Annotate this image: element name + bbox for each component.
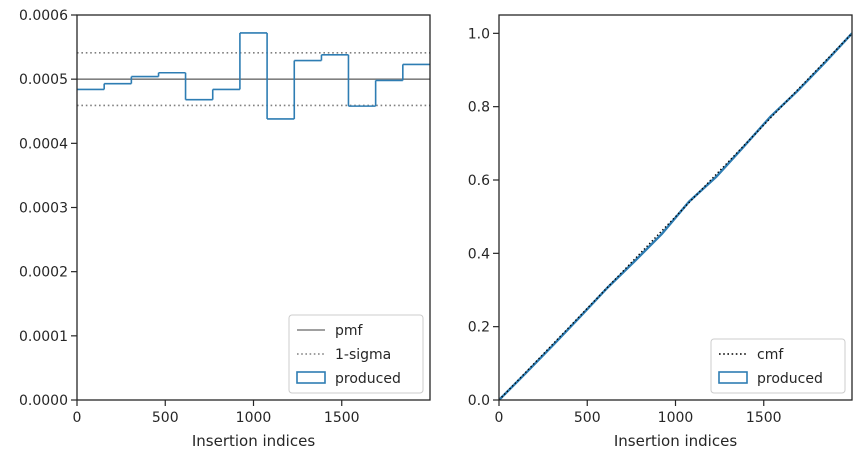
right-y-tick-label: 0.2 — [468, 320, 490, 336]
left-x-tick-label: 1500 — [324, 410, 360, 426]
left-legend-label-produced: produced — [335, 371, 401, 387]
left-y-tick-label: 0.0001 — [19, 329, 68, 345]
right-legend-swatch-produced — [718, 371, 748, 384]
left-legend — [288, 314, 424, 394]
right-panel-cmf: 0 500 1000 1500 0.0 0.2 0.4 0.6 0.8 1.0 Insertion … — [468, 14, 853, 450]
right-y-tick-label: 0.6 — [468, 173, 490, 189]
left-y-tick-label: 0.0004 — [19, 136, 68, 152]
left-legend-label-1-sigma: 1-sigma — [335, 347, 391, 363]
right-y-tick-label: 0.0 — [468, 393, 490, 409]
right-legend-label-produced: produced — [757, 371, 823, 387]
right-y-tick-label: 1.0 — [468, 26, 490, 42]
right-y-tick-label: 0.8 — [468, 100, 490, 116]
right-x-tick-label: 1000 — [658, 410, 694, 426]
left-x-tick-label: 500 — [152, 410, 179, 426]
cmf-line — [499, 32, 852, 400]
right-x-tick-label: 1500 — [746, 410, 782, 426]
right-legend-label-cmf: cmf — [757, 347, 784, 363]
produced-cumulative-line — [499, 32, 852, 400]
left-legend-label-pmf: pmf — [335, 323, 364, 339]
left-panel-pmf: 0 500 1000 1500 0.0000 0.0001 0.0002 0.0003 0.00… — [19, 8, 431, 450]
left-x-tick-label: 0 — [73, 410, 82, 426]
right-x-tick-label: 0 — [495, 410, 504, 426]
left-y-tick-label: 0.0000 — [19, 393, 68, 409]
left-y-tick-label: 0.0002 — [19, 265, 68, 281]
left-y-tick-label: 0.0005 — [19, 72, 68, 88]
left-x-axis-label: Insertion indices — [192, 432, 315, 450]
right-legend — [710, 338, 846, 394]
left-plot-area — [77, 32, 430, 120]
right-x-tick-label: 500 — [574, 410, 601, 426]
left-y-tick-label: 0.0003 — [19, 201, 68, 217]
right-y-tick-label: 0.4 — [468, 246, 490, 262]
left-y-tick-label: 0.0006 — [19, 8, 68, 24]
left-legend-swatch-produced — [296, 371, 326, 384]
right-plot-area — [499, 32, 852, 400]
left-x-tick-label: 1000 — [236, 410, 272, 426]
right-x-axis-label: Insertion indices — [614, 432, 737, 450]
